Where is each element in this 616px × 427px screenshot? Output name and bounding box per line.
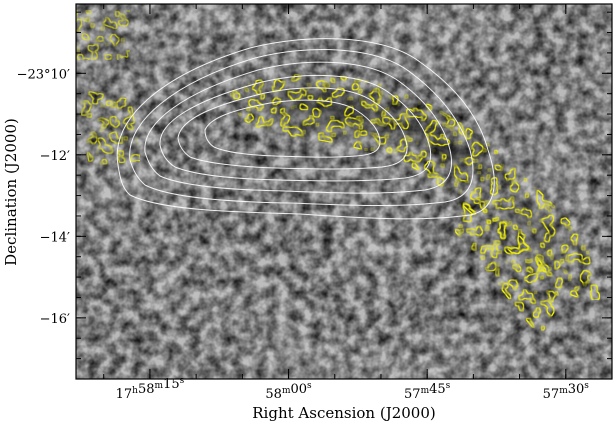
x-tick-value: 45 xyxy=(429,382,446,397)
x-tick-label: 58m00s xyxy=(265,381,312,402)
yellow-contours-high-res xyxy=(76,10,600,335)
x-tick-value: 30 xyxy=(568,382,585,397)
yellow-contour-topleft xyxy=(76,10,130,60)
yellow-contour-tail xyxy=(455,200,560,335)
white-contour-level-5 xyxy=(177,87,408,170)
x-tick-value: 58 xyxy=(265,387,282,402)
white-contours-low-res xyxy=(116,38,495,220)
x-tick-value: 17 xyxy=(116,387,133,402)
x-tick-unit: m xyxy=(155,381,164,391)
x-tick-unit: s xyxy=(180,376,185,386)
white-contour-level-1 xyxy=(116,38,495,220)
x-tick-label: 17h58m15s xyxy=(116,376,185,402)
x-tick-value: 15 xyxy=(163,377,180,392)
y-tick-label: −16′ xyxy=(40,312,70,327)
white-contour-level-4 xyxy=(159,74,432,182)
x-tick-value: 57 xyxy=(543,387,560,402)
y-tick-labels: −23°10′ −12′ −14′ −16′ xyxy=(17,67,70,327)
x-tick-label: 57m45s xyxy=(404,381,451,402)
x-tick-value: 58 xyxy=(138,382,155,397)
axis-ticks xyxy=(76,4,613,380)
x-tick-value: 57 xyxy=(404,387,421,402)
yellow-contour-left xyxy=(78,90,140,165)
x-axis-label: Right Ascension (J2000) xyxy=(252,404,435,422)
x-tick-unit: s xyxy=(446,381,451,391)
y-tick-label: −23°10′ xyxy=(17,67,70,82)
x-tick-value: 00 xyxy=(291,382,308,397)
x-tick-unit: m xyxy=(421,386,430,396)
x-tick-unit: s xyxy=(307,381,312,391)
plot-frame xyxy=(75,3,613,380)
x-tick-unit: m xyxy=(282,386,291,396)
x-tick-unit: s xyxy=(584,381,589,391)
y-tick-label: −12′ xyxy=(40,149,70,164)
x-tick-unit: m xyxy=(559,386,568,396)
white-contour-level-2 xyxy=(129,49,474,207)
y-axis-label: Declination (J2000) xyxy=(2,118,20,266)
y-tick-label: −14′ xyxy=(40,230,70,245)
white-contour-level-3 xyxy=(144,61,452,194)
plot-image-area xyxy=(76,4,612,379)
x-tick-unit: h xyxy=(132,386,138,396)
white-contour-level-6 xyxy=(204,99,381,158)
x-tick-label: 57m30s xyxy=(543,381,590,402)
